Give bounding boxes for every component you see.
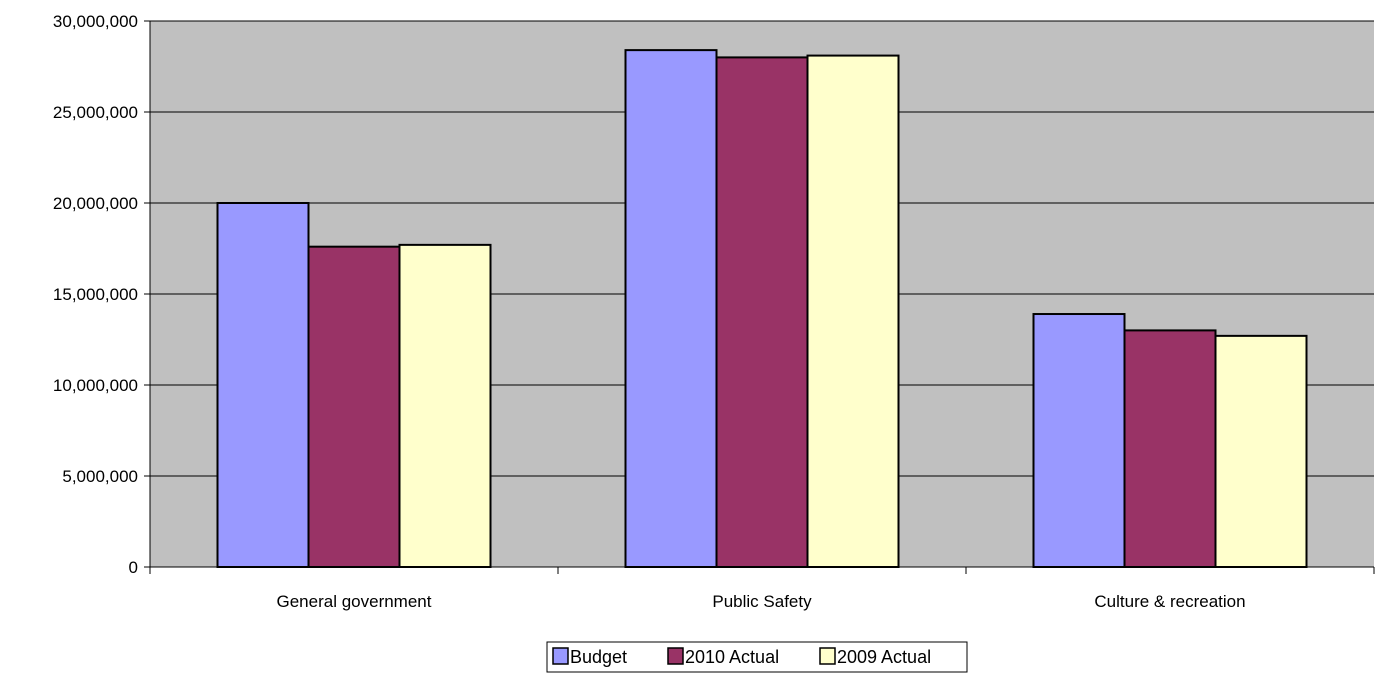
legend-swatch [819, 647, 836, 665]
x-tick-label: Public Safety [712, 592, 812, 611]
y-axis-ticks: 0 5,000,000 10,000,000 15,000,000 20,000,000… [53, 12, 150, 577]
y-tick-label: 5,000,000 [62, 467, 138, 486]
y-tick-label: 0 [129, 558, 138, 577]
x-tick-label: Culture & recreation [1094, 592, 1245, 611]
legend-label: Budget [570, 647, 627, 667]
legend-swatch [667, 647, 684, 665]
x-axis-ticks: General government Public Safety Culture &… [149, 567, 1375, 611]
legend: Budget 2010 Actual 2009 Actual [546, 641, 968, 673]
y-tick-label: 25,000,000 [53, 103, 138, 122]
bar [624, 49, 718, 569]
bar [1214, 334, 1308, 568]
y-tick-label: 10,000,000 [53, 376, 138, 395]
bar [216, 202, 310, 568]
bar [715, 56, 809, 569]
y-tick-label: 15,000,000 [53, 285, 138, 304]
y-tick-label: 20,000,000 [53, 194, 138, 213]
bar [1032, 313, 1126, 568]
legend-box [546, 641, 968, 673]
x-tick-label: General government [277, 592, 432, 611]
legend-label: 2010 Actual [685, 647, 779, 667]
y-tick-label: 30,000,000 [53, 12, 138, 31]
bar [307, 245, 401, 568]
bar [398, 243, 492, 569]
bar [806, 54, 900, 569]
bars [216, 49, 1308, 569]
bar [1123, 329, 1217, 568]
legend-swatch [552, 647, 569, 665]
legend-label: 2009 Actual [837, 647, 931, 667]
